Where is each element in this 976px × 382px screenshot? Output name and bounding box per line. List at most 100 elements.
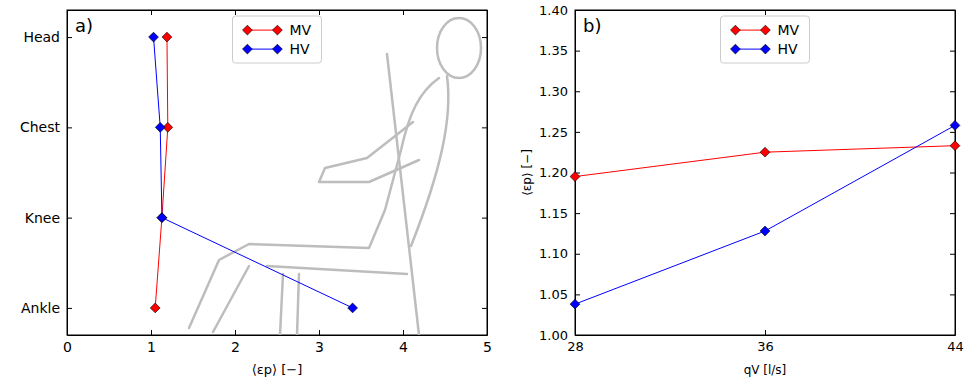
y-tick-mark <box>575 294 580 295</box>
x-axis-line <box>576 335 956 336</box>
series-marker <box>570 172 580 182</box>
silhouette-outline <box>189 78 439 328</box>
series-line <box>154 37 353 308</box>
legend-marker <box>243 25 253 35</box>
x-tick: 4 <box>399 330 408 355</box>
series-line <box>575 125 955 304</box>
series-marker <box>155 122 165 132</box>
legend-label: HV <box>777 41 798 57</box>
x-tick: 36 <box>757 330 774 354</box>
legend-marker <box>273 25 283 35</box>
x-tick-label: 44 <box>947 339 964 354</box>
plot-lines <box>575 125 955 304</box>
x-tick: 2 <box>231 330 240 355</box>
x-tick-label: 3 <box>315 339 324 355</box>
y-tick-mark <box>575 51 580 52</box>
y-tick: 1.15 <box>539 206 580 221</box>
y-right-tick-mark <box>950 335 955 336</box>
x-top-axis <box>68 10 488 15</box>
y-tick: 1.25 <box>539 125 580 140</box>
y-right-axis-line <box>487 11 488 336</box>
panel: 2836441.001.051.101.151.201.251.301.351.… <box>520 3 964 377</box>
x-top-tick <box>403 10 404 15</box>
legend-item: HV <box>243 41 310 57</box>
series-marker <box>950 141 960 151</box>
legend-item: HV <box>731 41 798 57</box>
y-tick-label: 1.35 <box>539 43 568 58</box>
y-right-tick <box>482 308 487 309</box>
y-tick: Ankle <box>21 300 72 316</box>
legend-items: MV HV <box>731 22 800 57</box>
y-right-axis-line <box>955 11 956 336</box>
legend-marker <box>273 44 283 54</box>
y-right-tick-mark <box>950 173 955 174</box>
y-tick-mark <box>575 335 580 336</box>
y-tick-mark <box>575 132 580 133</box>
series-line <box>575 146 955 177</box>
y-tick: Chest <box>20 119 72 135</box>
y-tick-mark <box>67 37 72 38</box>
y-right-tick-mark <box>482 37 487 38</box>
x-tick-mark <box>403 330 404 335</box>
y-right-tick-mark <box>950 51 955 52</box>
y-tick-label: 1.25 <box>539 125 568 140</box>
y-tick-mark <box>575 254 580 255</box>
legend-label: MV <box>777 22 799 38</box>
y-tick-label: Chest <box>20 119 61 135</box>
x-top-tick-mark <box>235 10 236 15</box>
series-marker <box>760 147 770 157</box>
y-right-tick-mark <box>482 308 487 309</box>
x-tick-mark <box>319 330 320 335</box>
silhouette-outline <box>267 266 407 274</box>
y-right-tick-mark <box>482 218 487 219</box>
y-tick: 1.00 <box>539 328 580 343</box>
y-tick-label: 1.30 <box>539 84 568 99</box>
y-right-tick <box>482 218 487 219</box>
y-tick-mark <box>575 213 580 214</box>
x-top-tick <box>235 10 236 15</box>
y-axis-line <box>67 11 68 336</box>
y-tick: Head <box>23 29 72 45</box>
plot-markers <box>149 32 358 313</box>
y-right-axis <box>950 11 956 336</box>
y-tick: Knee <box>25 210 72 226</box>
y-right-tick-mark <box>950 132 955 133</box>
panel-label: b) <box>583 15 601 36</box>
series-marker <box>149 32 159 42</box>
y-right-tick <box>950 213 955 214</box>
x-tick-label: 0 <box>63 339 72 355</box>
y-tick-label: Knee <box>25 210 60 226</box>
y-tick-mark <box>67 127 72 128</box>
x-tick-label: 5 <box>483 339 492 355</box>
legend-label: MV <box>289 22 311 38</box>
legend-item: MV <box>731 22 800 38</box>
panel: 012345AnkleKneeChestHeadMVHVa)⟨εp⟩ [−] <box>20 10 492 377</box>
legend-label: HV <box>289 41 310 57</box>
series-marker <box>157 213 167 223</box>
y-right-tick <box>950 91 955 92</box>
plot-lines <box>154 18 481 335</box>
x-tick: 3 <box>315 330 324 355</box>
x-tick-mark <box>151 330 152 335</box>
y-tick: 1.40 <box>539 3 580 18</box>
x-top-axis-line <box>68 10 488 11</box>
legend-marker <box>731 25 741 35</box>
x-tick-label: 4 <box>399 339 408 355</box>
y-right-tick <box>950 51 955 52</box>
panel-label: a) <box>75 15 93 36</box>
legend: MV HV <box>721 16 810 63</box>
y-tick-label: 1.00 <box>539 328 568 343</box>
x-top-tick-mark <box>403 10 404 15</box>
series-marker <box>348 303 358 313</box>
y-tick-label: Ankle <box>21 300 60 316</box>
y-tick-label: 1.10 <box>539 246 568 261</box>
legend-marker <box>731 44 741 54</box>
y-right-tick <box>950 254 955 255</box>
y-tick-mark <box>67 218 72 219</box>
legend-items: MV HV <box>243 22 312 57</box>
plot-markers <box>570 120 960 309</box>
x-tick-label: 1 <box>147 339 156 355</box>
x-tick-label: 36 <box>757 339 774 354</box>
silhouette-outline <box>319 122 419 182</box>
series-marker <box>162 32 172 42</box>
